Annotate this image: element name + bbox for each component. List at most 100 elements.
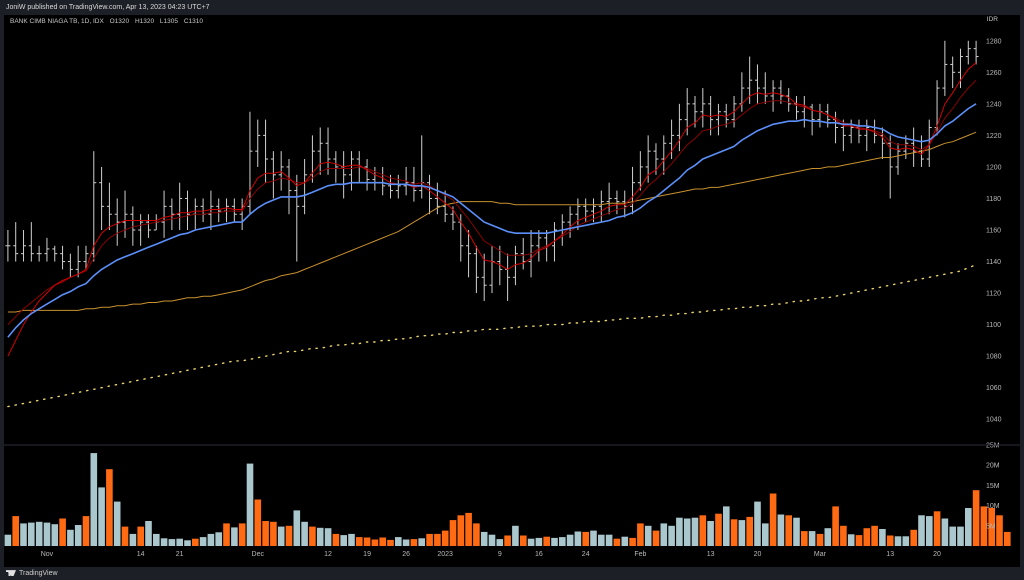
volume-bar[interactable] — [683, 518, 691, 547]
volume-bar[interactable] — [957, 526, 964, 546]
volume-bar[interactable] — [231, 527, 238, 546]
ohlc-bar[interactable] — [614, 190, 620, 215]
volume-bar[interactable] — [207, 533, 215, 546]
volume-bar[interactable] — [277, 526, 285, 546]
ohlc-bar[interactable] — [715, 103, 721, 136]
volume-bar[interactable] — [972, 490, 980, 546]
ohlc-bar[interactable] — [809, 103, 815, 136]
ohlc-bar[interactable] — [44, 237, 50, 262]
ohlc-bar[interactable] — [60, 245, 66, 270]
volume-bar[interactable] — [996, 515, 1003, 546]
ohlc-bar[interactable] — [856, 119, 862, 144]
ohlc-bar[interactable] — [778, 80, 784, 104]
volume-bar[interactable] — [629, 537, 636, 546]
volume-bar[interactable] — [512, 525, 519, 546]
ohlc-bar[interactable] — [114, 198, 120, 246]
ohlc-bar[interactable] — [83, 245, 89, 270]
volume-bar[interactable] — [98, 487, 105, 546]
volume-bar[interactable] — [35, 521, 43, 546]
volume-bar[interactable] — [988, 508, 995, 546]
volume-bar[interactable] — [51, 524, 59, 546]
ohlc-bar[interactable] — [622, 190, 628, 218]
volume-bar[interactable] — [238, 523, 246, 546]
volume-bar[interactable] — [824, 528, 832, 546]
ohlc-bar[interactable] — [520, 237, 526, 270]
volume-bar[interactable] — [113, 501, 121, 546]
ohlc-bar[interactable] — [106, 182, 112, 230]
volume-bar[interactable] — [933, 511, 941, 546]
volume-bar[interactable] — [730, 519, 738, 546]
volume-bar[interactable] — [816, 533, 824, 546]
volume-bar[interactable] — [574, 531, 582, 547]
volume-bar[interactable] — [965, 508, 972, 546]
volume-bar[interactable] — [847, 534, 855, 546]
volume-bar[interactable] — [504, 535, 511, 547]
ohlc-bar[interactable] — [754, 64, 760, 104]
volume-bar[interactable] — [527, 538, 535, 546]
volume-bar[interactable] — [902, 536, 910, 546]
volume-bar[interactable] — [223, 523, 230, 546]
ohlc-bar[interactable] — [833, 111, 839, 144]
volume-bar[interactable] — [457, 515, 465, 546]
volume-bar[interactable] — [808, 531, 816, 546]
volume-bar[interactable] — [886, 535, 894, 547]
ohlc-bar[interactable] — [895, 143, 901, 175]
volume-bar[interactable] — [465, 512, 472, 546]
volume-bar[interactable] — [12, 516, 19, 546]
volume-bar[interactable] — [480, 531, 488, 546]
volume-bar[interactable] — [43, 522, 51, 546]
volume-bar[interactable] — [293, 510, 301, 546]
ohlc-bar[interactable] — [950, 56, 956, 89]
volume-bar[interactable] — [449, 520, 457, 546]
ohlc-bar[interactable] — [489, 245, 495, 294]
volume-bar[interactable] — [192, 538, 199, 546]
volume-bar[interactable] — [473, 523, 480, 546]
volume-bar[interactable] — [551, 537, 558, 546]
volume-bar[interactable] — [371, 539, 379, 547]
volume-bar[interactable] — [613, 538, 621, 546]
volume-bar[interactable] — [496, 539, 504, 546]
volume-bar[interactable] — [894, 536, 902, 546]
volume-bar[interactable] — [863, 528, 871, 546]
ohlc-bar[interactable] — [145, 214, 151, 238]
ohlc-bar[interactable] — [263, 119, 269, 183]
volume-bar[interactable] — [637, 523, 644, 546]
ohlc-bar[interactable] — [286, 159, 292, 215]
ohlc-bar[interactable] — [591, 198, 597, 223]
ohlc-bar[interactable] — [317, 127, 323, 175]
ohlc-bar[interactable] — [567, 206, 573, 238]
volume-bar[interactable] — [926, 516, 933, 546]
volume-bar[interactable] — [199, 537, 207, 546]
volume-bar[interactable] — [1004, 531, 1011, 546]
volume-bar[interactable] — [309, 526, 316, 546]
ohlc-bar[interactable] — [700, 88, 706, 128]
volume-bar[interactable] — [691, 517, 699, 546]
volume-bar[interactable] — [801, 531, 808, 546]
chart-panel[interactable]: 1040 1060 1080 1100 1120 1140 1160 1180 1200 1220… — [4, 15, 1020, 567]
ohlc-bar[interactable] — [427, 174, 433, 215]
volume-bar[interactable] — [832, 506, 839, 546]
ohlc-bar[interactable] — [75, 245, 81, 278]
volume-bar[interactable] — [285, 525, 293, 546]
footer-brand[interactable]: TradingView — [19, 570, 58, 577]
ohlc-bar[interactable] — [325, 127, 331, 175]
ohlc-bar[interactable] — [801, 95, 807, 128]
ohlc-bar[interactable] — [551, 222, 557, 262]
ohlc-bar[interactable] — [661, 135, 667, 175]
ohlc-bar[interactable] — [786, 88, 792, 112]
ohlc-bar[interactable] — [161, 190, 167, 238]
volume-bar[interactable] — [441, 530, 449, 546]
volume-bar[interactable] — [941, 518, 949, 547]
ohlc-bar[interactable] — [224, 198, 230, 223]
ohlc-bar[interactable] — [512, 245, 518, 286]
volume-bar[interactable] — [434, 533, 441, 546]
volume-bar[interactable] — [676, 517, 683, 546]
ohlc-bar[interactable] — [364, 159, 370, 191]
volume-bar[interactable] — [90, 453, 98, 546]
volume-bar[interactable] — [121, 526, 129, 546]
volume-bar[interactable] — [855, 535, 863, 546]
volume-bar[interactable] — [918, 515, 925, 546]
ohlc-bar[interactable] — [762, 72, 768, 104]
ohlc-bar[interactable] — [583, 198, 589, 223]
volume-bar[interactable] — [754, 501, 761, 546]
